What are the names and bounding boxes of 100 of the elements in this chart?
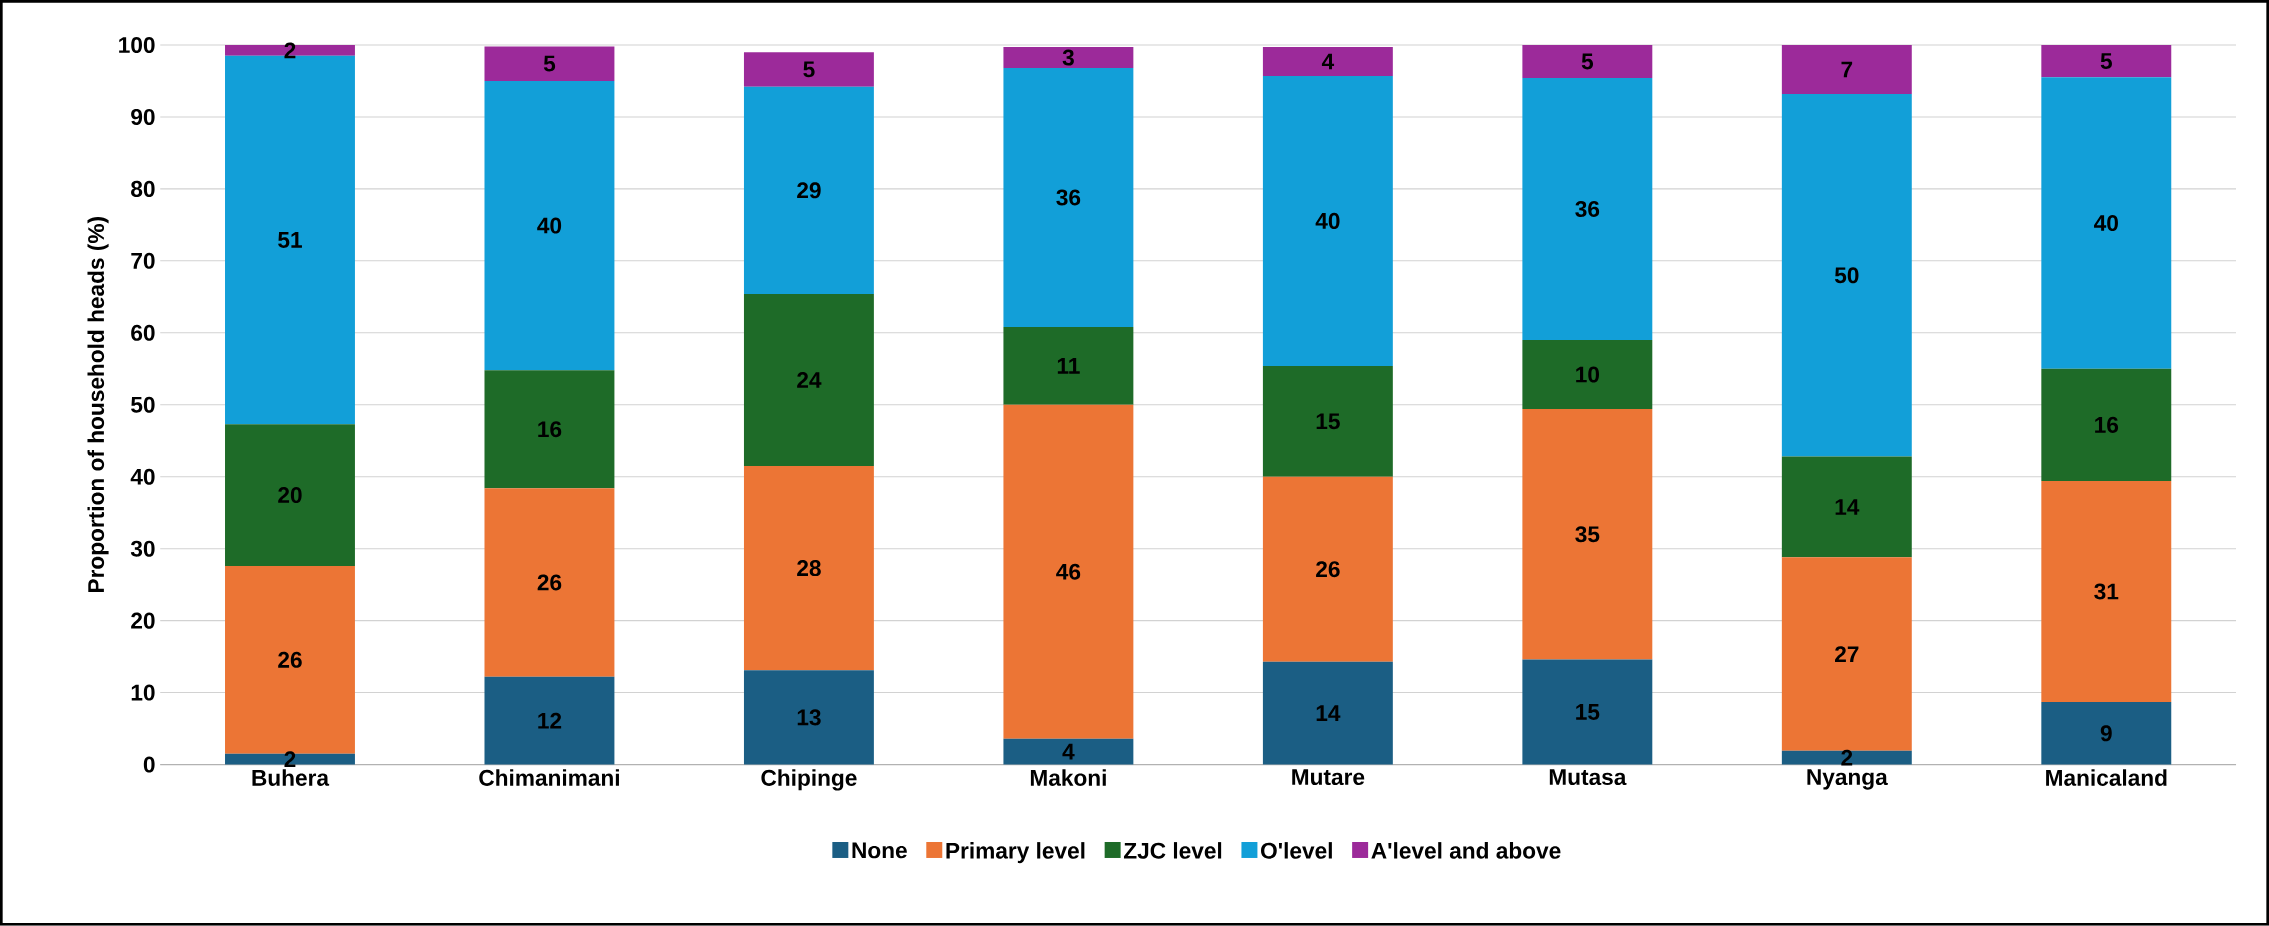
bar: [484, 81, 615, 371]
bar: [1522, 45, 1653, 79]
legend-label: A'level and above: [1371, 842, 1561, 859]
bar: [1522, 409, 1653, 660]
data-label: 5: [1581, 53, 1594, 70]
bar: [225, 424, 355, 567]
bar: [1003, 327, 1134, 405]
data-label: 5: [2100, 53, 2112, 70]
bar: [1522, 340, 1653, 410]
data-label: 26: [537, 574, 562, 591]
data-label: 36: [1056, 189, 1081, 206]
bar: [225, 753, 355, 765]
bar: [2041, 368, 2172, 482]
x-tick-label: Makoni: [1030, 769, 1106, 786]
data-label: 5: [803, 61, 815, 78]
bar: [1781, 456, 1912, 558]
y-tick-label: 40: [130, 468, 155, 485]
bar: [2041, 481, 2172, 703]
bar: [1781, 750, 1912, 765]
bar: [1003, 47, 1134, 69]
data-label: 16: [2095, 416, 2119, 434]
bar: [1003, 404, 1134, 739]
bar: [1262, 366, 1393, 477]
data-label: 4: [1062, 743, 1075, 760]
bar: [743, 466, 874, 671]
data-label: 26: [1316, 561, 1340, 578]
data-label: 7: [1841, 61, 1853, 78]
y-tick-label: 10: [131, 684, 155, 701]
data-label: 15: [1316, 413, 1340, 430]
bar: [1781, 45, 1912, 94]
bar: [1522, 78, 1653, 341]
bar: [743, 86, 874, 295]
bar: [484, 676, 615, 765]
y-tick-label: 30: [130, 540, 155, 557]
data-label: 51: [278, 232, 302, 248]
data-label: 20: [278, 487, 302, 504]
bar: [1262, 476, 1393, 662]
bar: [1262, 47, 1393, 77]
legend-label: ZJC level: [1123, 842, 1222, 859]
data-label: 50: [1834, 267, 1859, 284]
data-label: 31: [2094, 583, 2119, 600]
y-tick-label: 70: [131, 252, 155, 269]
data-label: 14: [1316, 705, 1341, 721]
data-label: 4: [1321, 53, 1335, 70]
x-tick-label: Nyanga: [1807, 769, 1888, 790]
data-label: 14: [1835, 499, 1860, 515]
bar: [1781, 94, 1912, 457]
data-label: 29: [797, 182, 821, 199]
data-label: 2: [284, 42, 296, 59]
data-label: 5: [543, 55, 556, 72]
bar: [2041, 77, 2172, 369]
data-label: 28: [797, 560, 821, 577]
data-label: 46: [1056, 563, 1081, 580]
data-label: 13: [797, 709, 821, 726]
legend-label: Primary level: [946, 842, 1085, 864]
data-label: 36: [1575, 201, 1600, 218]
data-label: 27: [1835, 646, 1859, 663]
data-label: 11: [1057, 358, 1080, 374]
x-tick-label: Chipinge: [761, 769, 857, 791]
data-label: 26: [278, 651, 302, 668]
data-label: 24: [797, 372, 822, 388]
bar: [484, 488, 615, 677]
data-label: 12: [538, 712, 562, 729]
data-label: 15: [1576, 704, 1600, 721]
data-label: 40: [1315, 212, 1340, 230]
data-label: 40: [2094, 215, 2118, 232]
data-label: 10: [1576, 366, 1599, 383]
bar: [743, 670, 874, 765]
x-tick-label: Mutare: [1292, 769, 1365, 786]
bar: [1522, 659, 1653, 765]
bar: [1262, 76, 1393, 366]
data-label: 3: [1062, 49, 1074, 66]
x-tick-label: Mutasa: [1549, 769, 1627, 786]
data-label: 9: [2100, 725, 2112, 742]
y-tick-label: 60: [131, 324, 155, 341]
bar: [484, 370, 615, 489]
data-label: 40: [537, 217, 562, 234]
y-tick-label: 90: [131, 109, 155, 126]
legend-label: None: [852, 842, 907, 859]
data-label: 2: [1841, 749, 1853, 766]
bar: [2041, 702, 2172, 765]
data-label: 16: [538, 421, 562, 438]
y-tick-label: 0: [143, 756, 155, 773]
y-tick-label: 80: [131, 180, 155, 198]
bar: [1781, 557, 1912, 751]
bar: [743, 294, 874, 467]
bar: [1262, 661, 1393, 765]
y-tick-label: 100: [119, 37, 155, 54]
bar: [484, 46, 615, 82]
x-tick-label: Chimanimani: [479, 769, 619, 786]
legend-label: O'level: [1261, 842, 1332, 859]
x-tick-label: Buhera: [252, 769, 330, 786]
data-label: 2: [284, 751, 296, 768]
y-tick-label: 50: [131, 396, 155, 413]
bar: [1003, 68, 1134, 328]
y-tick-label: 20: [131, 612, 155, 629]
bar: [1003, 738, 1134, 765]
bar: [743, 52, 874, 87]
bar: [2041, 45, 2172, 78]
data-label: 35: [1575, 526, 1600, 543]
